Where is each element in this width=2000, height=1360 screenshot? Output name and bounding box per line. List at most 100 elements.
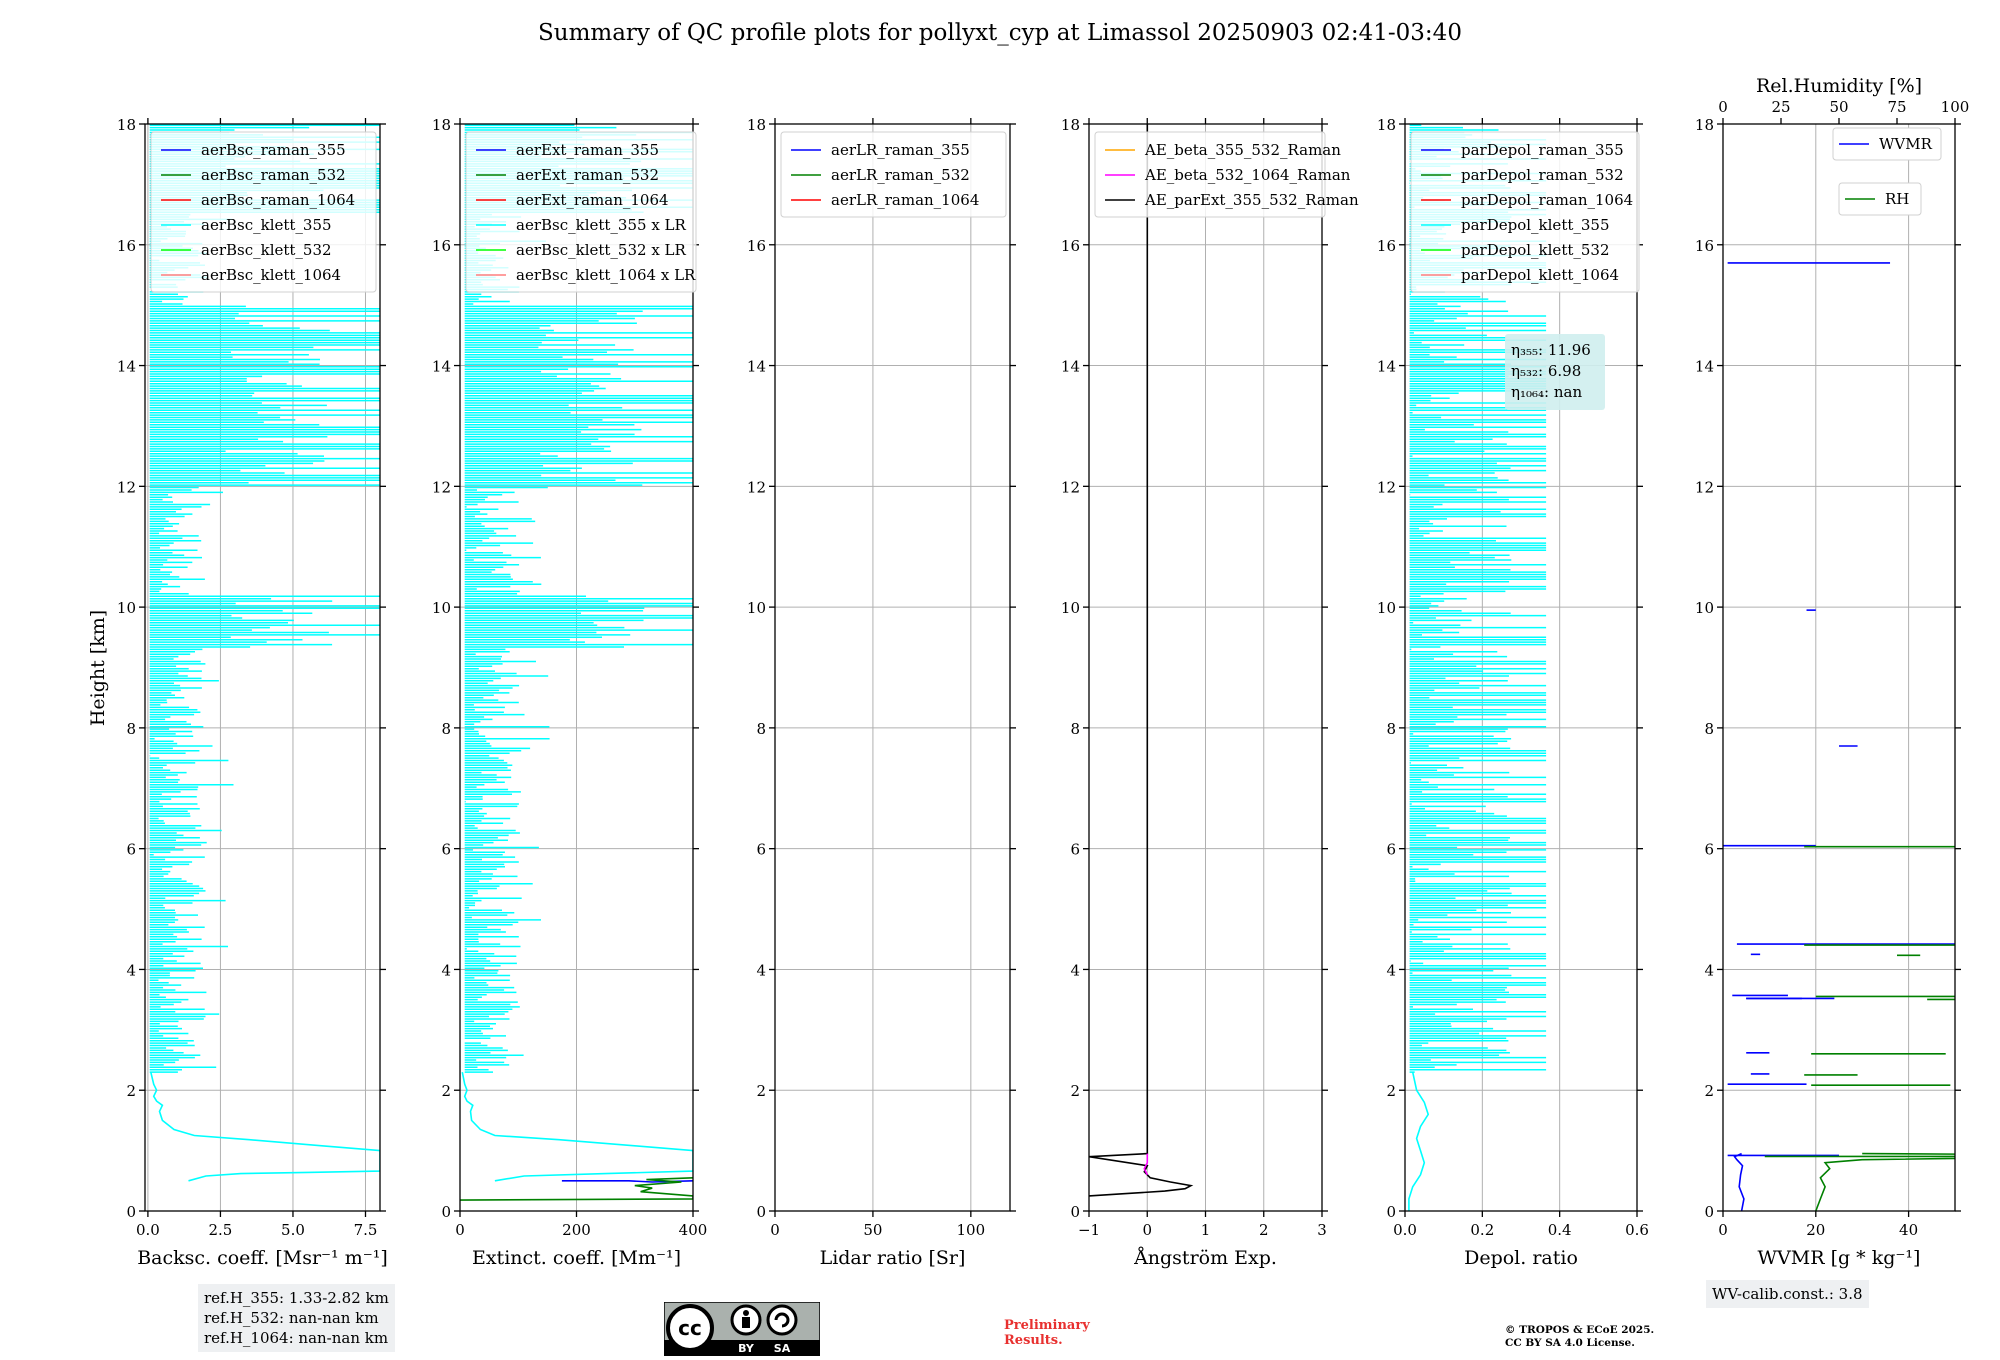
legend-box [1410, 131, 1640, 293]
series-aerBsc_klett_355 x LR [461, 1071, 693, 1182]
legend-label: parDepol_klett_532 [1461, 241, 1610, 259]
legend-label: parDepol_raman_532 [1461, 166, 1624, 184]
y-tick-label: 18 [1377, 116, 1396, 134]
panel-2: 0 2 4 6 8 10 12 14 16 18 0 200 400 Extinct. coeff. [M… [432, 116, 707, 1269]
y-tick-label: 10 [747, 599, 766, 617]
legend-label: AE_beta_355_532_Raman [1144, 141, 1341, 159]
by-text: BY [738, 1342, 755, 1355]
y-tick-label: 2 [1070, 1082, 1080, 1100]
x-tick-label: 200 [562, 1221, 591, 1239]
top-x-tick-label: 0 [1718, 98, 1728, 116]
y-tick-label: 0 [1704, 1203, 1714, 1221]
y-tick-label: 14 [1061, 358, 1080, 376]
y-axis-label: Height [km] [87, 610, 109, 726]
y-tick-label: 16 [1695, 237, 1714, 255]
preliminary-line-1: Preliminary [1004, 1318, 1090, 1333]
panel-5: 0 2 4 6 8 10 12 14 16 18 0.0 0.2 0.4 0.6 Depol. ratio p… [1377, 116, 1649, 1269]
panel-3: 0 2 4 6 8 10 12 14 16 18 0 50 100 Lidar ratio [Sr] aer… [747, 116, 1016, 1269]
series-RH [1815, 1152, 1955, 1211]
eta-annotation: η₁₀₆₄: nan [1511, 383, 1582, 401]
x-tick-label: 2.5 [209, 1221, 233, 1239]
y-tick-label: 14 [117, 358, 136, 376]
legend-label: aerBsc_klett_355 x LR [516, 216, 687, 234]
y-tick-label: 8 [126, 720, 136, 738]
x-axis-label: Lidar ratio [Sr] [820, 1247, 966, 1269]
y-tick-label: 0 [756, 1203, 766, 1221]
series-AE_parExt_355_532_Raman [1089, 124, 1194, 1197]
cc-text: cc [678, 1316, 702, 1340]
x-axis-label: Extinct. coeff. [Mm⁻¹] [472, 1247, 681, 1269]
top-x-tick-label: 25 [1771, 98, 1790, 116]
y-tick-label: 12 [117, 478, 136, 496]
y-tick-label: 16 [432, 237, 451, 255]
x-axis-label: Depol. ratio [1464, 1247, 1578, 1269]
legend-label: parDepol_klett_1064 [1461, 266, 1619, 284]
y-tick-label: 16 [117, 237, 136, 255]
y-tick-label: 2 [126, 1082, 136, 1100]
x-tick-label: 5.0 [281, 1221, 305, 1239]
y-tick-label: 14 [747, 358, 766, 376]
legend-label: aerExt_raman_1064 [516, 191, 669, 209]
y-tick-label: 6 [441, 841, 451, 859]
x-axis-label: WVMR [g * kg⁻¹] [1758, 1247, 1921, 1269]
x-tick-label: 40 [1899, 1221, 1918, 1239]
ref-height-box: ref.H_355: 1.33-2.82 km ref.H_532: nan-n… [198, 1284, 395, 1352]
legend-label: aerBsc_klett_532 [201, 241, 332, 259]
y-tick-label: 18 [117, 116, 136, 134]
y-tick-label: 8 [441, 720, 451, 738]
plot-area [1089, 124, 1194, 1197]
legend-label: aerLR_raman_1064 [831, 191, 979, 209]
eta-annotation: η₅₃₂: 6.98 [1511, 362, 1581, 380]
y-tick-label: 16 [1061, 237, 1080, 255]
legend-label: AE_beta_532_1064_Raman [1144, 166, 1351, 184]
y-tick-label: 10 [1695, 599, 1714, 617]
top-x-axis-label: Rel.Humidity [%] [1756, 75, 1922, 97]
x-axis-label: Backsc. coeff. [Msr⁻¹ m⁻¹] [137, 1247, 388, 1269]
y-tick-label: 2 [1704, 1082, 1714, 1100]
y-tick-label: 18 [747, 116, 766, 134]
y-tick-label: 6 [126, 841, 136, 859]
y-tick-label: 0 [126, 1203, 136, 1221]
y-tick-label: 12 [432, 478, 451, 496]
y-tick-label: 18 [1695, 116, 1714, 134]
y-tick-label: 12 [1695, 478, 1714, 496]
panel-1: 0 2 4 6 8 10 12 14 16 18 0.0 2.5 5.0 7.5 Backsc. coeff… [117, 116, 388, 1269]
legend-label: aerBsc_raman_355 [201, 141, 346, 159]
y-tick-label: 6 [1386, 841, 1396, 859]
y-tick-label: 4 [1704, 961, 1714, 979]
x-tick-label: 2 [1259, 1221, 1269, 1239]
y-tick-label: 6 [1704, 841, 1714, 859]
y-tick-label: 0 [1386, 1203, 1396, 1221]
y-tick-label: 8 [1386, 720, 1396, 738]
legend-label: aerBsc_raman_1064 [201, 191, 355, 209]
x-tick-label: 20 [1806, 1221, 1825, 1239]
legend-label: aerBsc_klett_1064 x LR [516, 266, 696, 284]
y-tick-label: 12 [747, 478, 766, 496]
y-tick-label: 2 [441, 1082, 451, 1100]
top-x-tick-label: 100 [1941, 98, 1970, 116]
preliminary-line-2: Results. [1004, 1333, 1063, 1348]
y-tick-label: 10 [1377, 599, 1396, 617]
y-tick-label: 14 [432, 358, 451, 376]
legend-box [780, 131, 1007, 218]
x-tick-label: 0.0 [1393, 1221, 1417, 1239]
legend-label: aerLR_raman_532 [831, 166, 970, 184]
legend-label: WVMR [1879, 135, 1933, 153]
series-aerExt_raman_532 [460, 1177, 693, 1201]
eta-annotation: η₃₅₅: 11.96 [1511, 341, 1591, 359]
x-tick-label: 0.2 [1470, 1221, 1494, 1239]
axes-frame [774, 123, 1011, 1212]
y-tick-label: 4 [441, 961, 451, 979]
legend-label: aerBsc_raman_532 [201, 166, 346, 184]
y-tick-label: 10 [117, 599, 136, 617]
y-tick-label: 6 [756, 841, 766, 859]
copyright-line-2: CC BY SA 4.0 License. [1505, 1337, 1635, 1349]
x-tick-label: 400 [679, 1221, 708, 1239]
sa-text: SA [774, 1342, 791, 1355]
x-tick-label: 0 [1142, 1221, 1152, 1239]
y-tick-label: 10 [432, 599, 451, 617]
x-tick-label: 0.6 [1625, 1221, 1649, 1239]
